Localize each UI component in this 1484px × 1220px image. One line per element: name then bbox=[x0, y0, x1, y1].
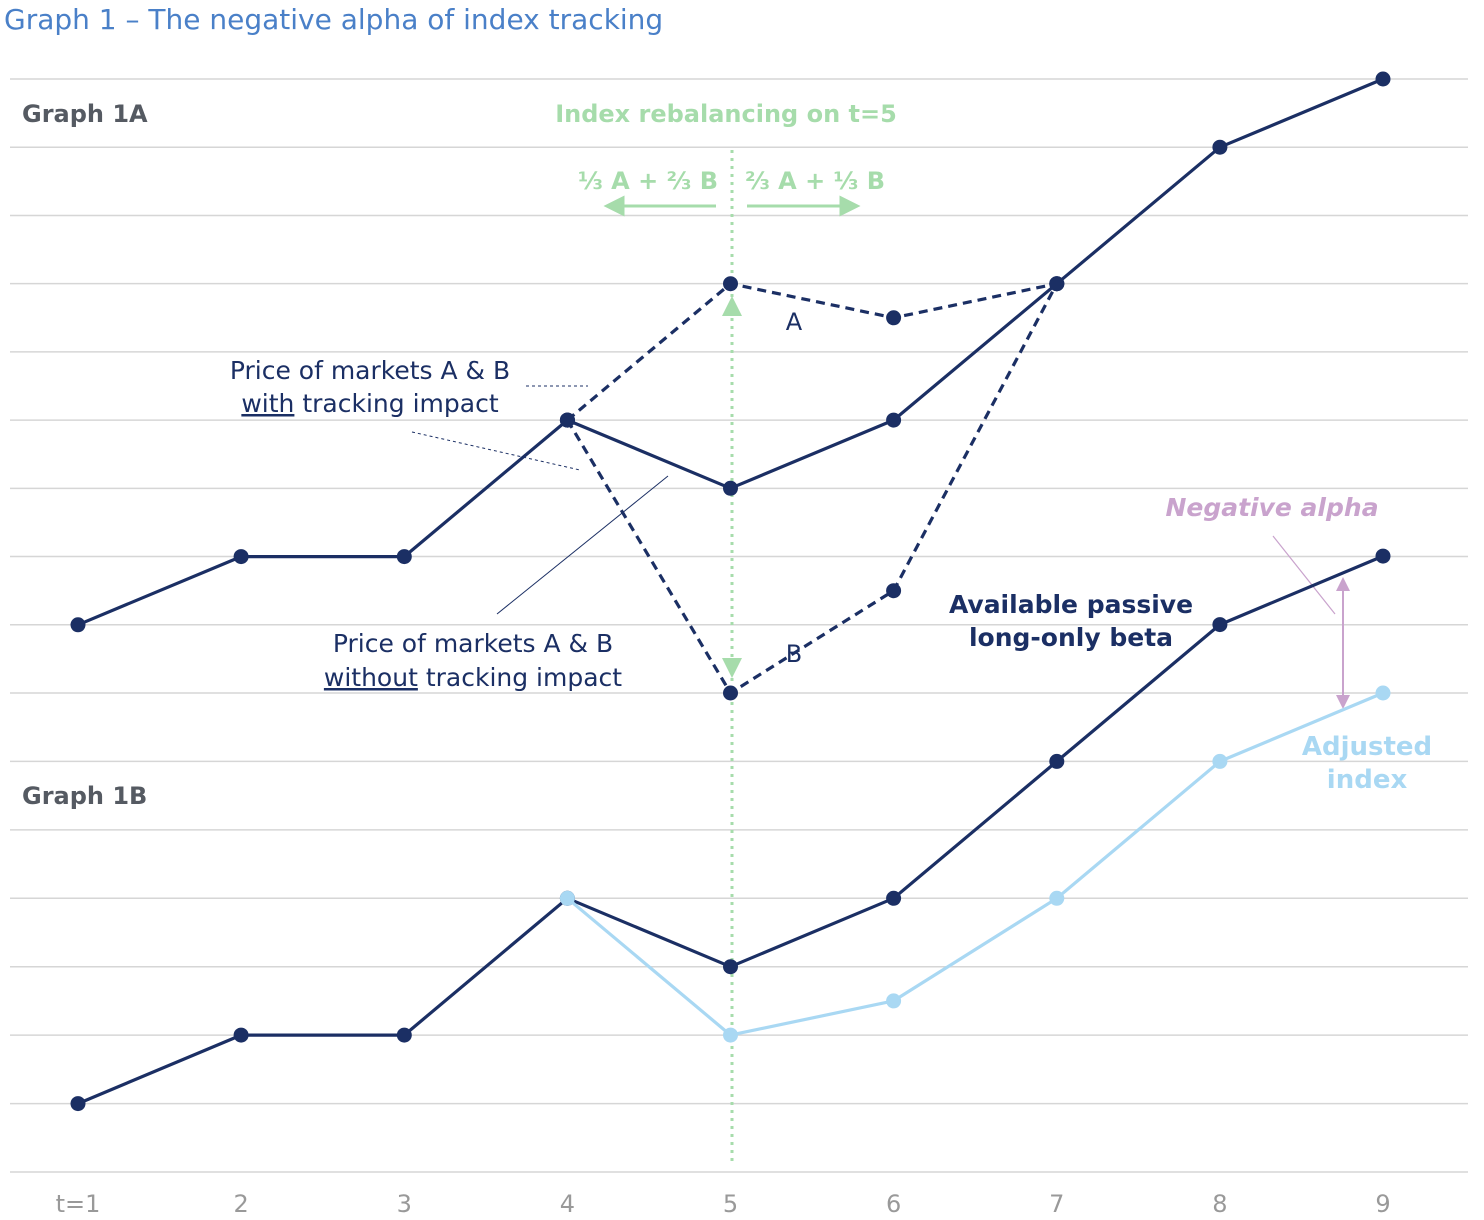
series-b-label: B bbox=[786, 640, 802, 668]
point-p1-s1-3 bbox=[396, 549, 412, 565]
point-p1-s1-1 bbox=[70, 617, 86, 633]
series-line-p2-2 bbox=[566, 691, 1384, 1037]
annotation-without-line1: Price of markets A & B bbox=[333, 629, 613, 658]
series-line-p1-2 bbox=[566, 282, 1058, 422]
annotation-without-line2: without tracking impact bbox=[324, 663, 622, 692]
adjusted-label-line2: index bbox=[1327, 765, 1408, 795]
leader-with-2 bbox=[411, 431, 581, 471]
point-p2-s2-7 bbox=[1049, 890, 1065, 906]
point-p2-s1-1 bbox=[70, 1096, 86, 1112]
leader-negative-alpha bbox=[1272, 535, 1336, 615]
beta-label-line1: Available passive bbox=[949, 590, 1193, 619]
arrow-down-marker bbox=[722, 658, 742, 678]
point-p2-s1-8 bbox=[1212, 617, 1228, 633]
negative-alpha-label: Negative alpha bbox=[1165, 493, 1378, 522]
series-layer bbox=[70, 71, 1391, 1112]
right-weight-label: ⅔ A + ⅓ B bbox=[745, 167, 885, 195]
x-tick-label-3: 3 bbox=[397, 1190, 412, 1218]
point-p2-s2-9 bbox=[1375, 685, 1391, 701]
point-p2-s2-5 bbox=[723, 1027, 738, 1043]
point-p2-s2-8 bbox=[1212, 753, 1228, 769]
point-p2-s1-7 bbox=[1049, 753, 1065, 769]
point-p1-s1-9 bbox=[1375, 71, 1391, 87]
point-p1-s1-2 bbox=[233, 549, 249, 565]
point-p1-s3-7 bbox=[1049, 276, 1065, 292]
annotation-without-underlined: without bbox=[324, 663, 418, 692]
annotation-with-rest: tracking impact bbox=[294, 389, 498, 418]
panel-label-1a: Graph 1A bbox=[22, 100, 148, 128]
x-tick-label-7: 7 bbox=[1049, 1190, 1064, 1218]
point-p2-s1-6 bbox=[886, 890, 902, 906]
point-p1-s1-5 bbox=[723, 480, 738, 496]
beta-label-line2: long-only beta bbox=[969, 623, 1173, 652]
point-p2-s1-2 bbox=[233, 1027, 249, 1043]
point-p1-s1-6 bbox=[886, 412, 902, 428]
x-tick-label-6: 6 bbox=[886, 1190, 901, 1218]
point-p1-s3-4 bbox=[559, 412, 575, 428]
point-p2-s1-3 bbox=[396, 1027, 412, 1043]
series-line-p1-3 bbox=[566, 282, 1059, 695]
point-p1-s3-5 bbox=[723, 685, 738, 701]
rebalancing-label: Index rebalancing on t=5 bbox=[555, 100, 897, 128]
x-tick-label-9: 9 bbox=[1375, 1190, 1390, 1218]
x-tick-label-1: t=1 bbox=[56, 1190, 101, 1218]
point-p1-s3-6 bbox=[886, 583, 902, 599]
point-p1-s1-8 bbox=[1212, 139, 1228, 155]
series-a-label: A bbox=[786, 308, 803, 336]
annotation-without-rest: tracking impact bbox=[418, 663, 622, 692]
annotation-with-underlined: with bbox=[241, 389, 294, 418]
point-p1-s2-5 bbox=[723, 276, 738, 292]
point-p2-s1-5 bbox=[723, 959, 738, 975]
point-p1-s2-6 bbox=[886, 310, 902, 326]
x-tick-label-2: 2 bbox=[233, 1190, 248, 1218]
panel-label-1b: Graph 1B bbox=[22, 782, 147, 810]
x-tick-label-5: 5 bbox=[723, 1190, 738, 1218]
left-weight-label: ⅓ A + ⅔ B bbox=[578, 167, 718, 195]
point-p2-s1-9 bbox=[1375, 548, 1391, 564]
gridlines bbox=[10, 78, 1468, 1173]
x-tick-labels: t=1 2 3 4 5 6 7 8 9 bbox=[56, 1190, 1391, 1218]
point-p2-s2-4 bbox=[559, 890, 575, 906]
x-tick-label-4: 4 bbox=[560, 1190, 575, 1218]
point-p2-s2-6 bbox=[886, 993, 902, 1009]
arrow-up-marker bbox=[722, 296, 742, 316]
leader-without bbox=[496, 475, 669, 615]
annotation-with-line2: with tracking impact bbox=[241, 389, 498, 418]
adjusted-label-line1: Adjusted bbox=[1302, 732, 1432, 762]
x-tick-label-8: 8 bbox=[1212, 1190, 1227, 1218]
annotation-with-line1: Price of markets A & B bbox=[230, 356, 510, 385]
chart-title: Graph 1 – The negative alpha of index tr… bbox=[4, 3, 663, 36]
